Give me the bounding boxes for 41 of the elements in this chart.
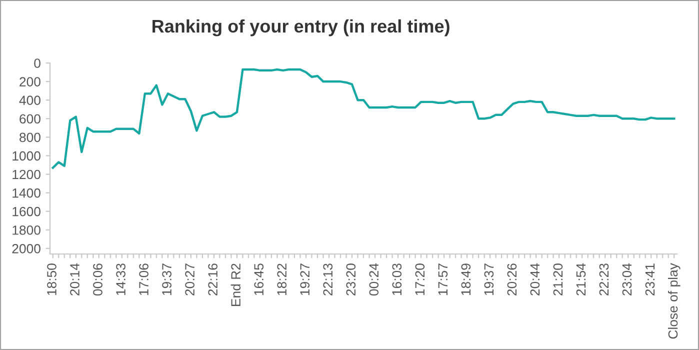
x-tick-label: 17:06 (139, 264, 148, 296)
x-tick-label: 18:49 (461, 264, 471, 296)
x-tick-label: 20:14 (70, 263, 80, 296)
x-tick-label: 21:20 (553, 264, 563, 296)
x-tick-label: End R2 (230, 264, 240, 306)
x-tick-label: 18:50 (47, 264, 56, 296)
y-tick-label: 1600 (12, 206, 40, 216)
x-tick-label: 23:20 (346, 264, 356, 296)
y-tick-label: 400 (19, 96, 40, 105)
x-tick-label: 17:57 (438, 264, 448, 296)
x-tick-label: 20:44 (530, 263, 540, 296)
x-tick-label: 22:23 (599, 264, 609, 296)
y-tick-label: 2000 (12, 244, 40, 254)
y-tick-label: 0 (34, 58, 40, 68)
x-tick-label: 00:24 (369, 263, 379, 296)
y-tick-label: 1800 (12, 225, 40, 235)
y-tick-label: 600 (20, 114, 40, 124)
x-tick-label: Close of play (668, 263, 680, 339)
y-tick-label: 200 (20, 77, 40, 86)
x-tick-label: 22:13 (323, 264, 333, 296)
x-tick-label: 19:27 (300, 264, 310, 296)
x-tick-label: 20:26 (507, 264, 517, 296)
x-tick-label: 20:27 (185, 264, 194, 296)
chart-title: Ranking of your entry (in real time) (152, 19, 450, 36)
line-series (52, 68, 676, 169)
x-tick-label: 14:33 (116, 264, 126, 296)
x-tick-label: 16:45 (254, 264, 264, 296)
x-tick-label: 17:20 (415, 264, 425, 296)
x-tick-label: 23:41 (645, 264, 655, 296)
y-tick-label: 800 (20, 132, 40, 142)
y-tick-label: 1000 (12, 151, 40, 161)
x-tick-label: 00:06 (93, 264, 102, 296)
y-tick-label: 1400 (12, 188, 40, 198)
x-tick-label: 16:03 (392, 264, 402, 296)
y-tick-label: 1200 (12, 170, 40, 180)
x-tick-label: 19:37 (162, 264, 172, 296)
x-tick-label: 18:22 (277, 264, 287, 296)
x-tick-label: 21:54 (576, 263, 586, 296)
x-tick-label: 22:16 (208, 264, 218, 296)
x-tick-label: 19:37 (484, 264, 494, 296)
x-tick-label: 23:04 (622, 263, 632, 296)
